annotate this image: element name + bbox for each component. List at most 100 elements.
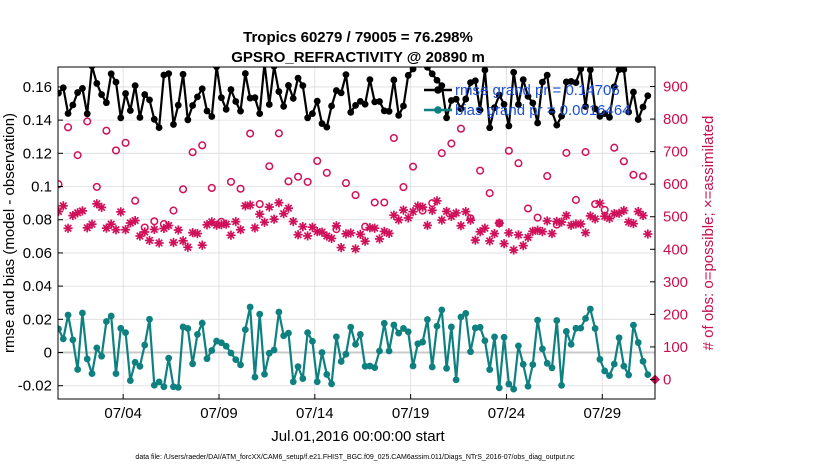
y-right-tick-label: 400 [663,241,688,258]
legend-rmse-label: rmse grand pr = 0.14706 [455,82,620,99]
assimilated-point [130,215,140,226]
x-tick-label: 07/04 [104,405,142,422]
assimilated-point [370,223,380,233]
possible-point [543,172,552,181]
x-tick-label: 07/14 [296,405,334,422]
rmse-point [251,94,259,102]
y-tick-label: 0.12 [23,145,52,162]
bias-point [275,308,283,316]
bias-point [371,364,379,372]
rmse-point [428,70,436,78]
bias-point [313,378,321,386]
y-right-tick-label: 200 [663,306,688,323]
assimilated-point [303,231,313,241]
bias-point [347,323,355,331]
bias-point [572,324,580,332]
bias-point [476,323,484,331]
bias-point [596,355,604,363]
possible-point [322,168,331,177]
bias-point [419,338,427,346]
possible-point [370,198,379,207]
assimilated-point [92,199,102,209]
bias-point [620,362,628,370]
bias-point [539,345,546,353]
legend: rmse grand pr = 0.14706 bias grand pr = … [424,82,631,119]
rmse-point [294,74,302,82]
y-axis-right: 0 100 200 300 400 500 600 700 800 900 [650,79,688,388]
rmse-point [462,95,470,103]
rmse-point [625,108,633,116]
rmse-point [457,105,465,113]
assimilated-point [360,236,370,246]
possible-point [523,204,533,213]
assimilated-point [245,200,255,210]
rmse-point [639,103,647,111]
rmse-point [58,89,62,97]
possible-point [351,191,360,200]
assimilated-point [537,227,548,237]
bias-point [237,361,244,369]
assimilated-point [135,231,145,241]
rmse-point [198,85,206,93]
assimilated-point [494,218,504,228]
bias-point [165,354,173,362]
rmse-point [500,100,508,108]
assimilated-point [456,221,466,231]
possible-point [73,151,82,160]
rmse-point [155,124,163,131]
bias-point [265,349,273,357]
rmse-point [390,76,398,84]
rmse-point [630,88,637,96]
bias-point [74,366,82,373]
possible-point [456,124,466,133]
bias-point [256,310,264,318]
rmse-point [452,95,460,103]
assimilated-point [485,236,495,246]
assimilated-point [355,229,365,239]
rmse-point [304,114,312,122]
possible-point [102,126,111,135]
rmse-point [83,110,91,118]
assimilated-point [437,215,447,225]
bias-point [400,325,407,332]
possible-point [236,184,245,193]
rmse-point [179,70,187,78]
bias-point [112,370,120,378]
assimilated-point [116,207,126,217]
assimilated-point [298,222,308,232]
rmse-point [150,115,158,123]
assimilated-point [87,219,97,229]
rmse-point [337,89,345,97]
bias-point [251,373,259,381]
series-group [58,67,653,393]
assimilated-point [226,230,236,240]
bias-point [457,313,465,321]
possible-point [610,143,619,152]
assimilated-point [274,198,284,208]
rmse-point [289,94,297,102]
rmse-point [280,102,288,110]
rmse-point [342,71,350,79]
bias-point [141,341,149,349]
bias-point [323,371,331,378]
possible-point [188,148,197,157]
axes-frame [57,66,656,400]
possible-point [447,139,456,148]
y-axis-label: rmse and bias (model - observation) [1,113,18,353]
possible-point [562,148,571,157]
possible-point [399,183,408,192]
bias-point [352,340,359,348]
rmse-point [495,91,503,99]
rmse-point [591,105,599,113]
bias-point [390,321,398,329]
rmse-point [610,83,618,91]
bias-point [428,363,436,371]
rmse-point [443,114,450,122]
assimilated-point [590,214,600,224]
bias-point [447,323,455,331]
y-tick-label: 0.16 [23,79,52,96]
bias-point [294,363,302,371]
assimilated-point [461,207,471,217]
rmse-point [515,101,522,108]
